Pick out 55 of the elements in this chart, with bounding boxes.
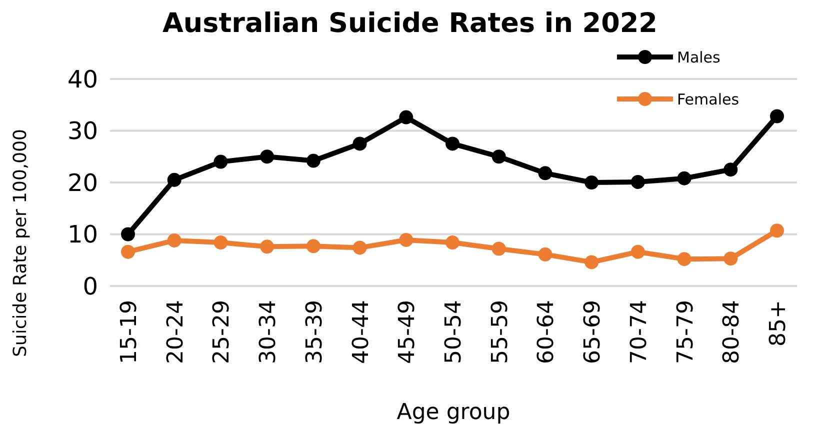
point <box>214 236 228 250</box>
x-tick-label: 45-49 <box>395 300 420 364</box>
point <box>584 255 599 270</box>
point <box>214 154 228 169</box>
chart-title: Australian Suicide Rates in 2022 <box>162 8 658 39</box>
point <box>492 242 506 256</box>
point <box>352 240 367 255</box>
point <box>306 154 320 168</box>
x-tick-label: 20-24 <box>163 300 188 364</box>
x-tick-label: 60-64 <box>534 300 560 364</box>
x-tick-label: 85+ <box>766 300 791 346</box>
point <box>677 252 692 266</box>
point <box>724 162 738 177</box>
point <box>538 166 552 180</box>
x-tick-label: 75-79 <box>673 300 698 364</box>
point <box>677 171 692 186</box>
x-tick-label: 40-44 <box>348 300 374 364</box>
x-tick-label: 30-34 <box>256 300 282 364</box>
y-tick-label: 0 <box>82 272 98 300</box>
x-tick-label: 50-54 <box>442 300 466 364</box>
legend-label: Males <box>677 48 721 66</box>
y-tick-label: 30 <box>67 117 98 146</box>
point <box>446 136 460 151</box>
point <box>630 174 645 189</box>
point <box>630 244 645 259</box>
point <box>167 172 182 187</box>
point <box>770 224 784 238</box>
x-tick-label: 25-29 <box>210 300 235 364</box>
point <box>399 110 414 124</box>
point <box>306 239 320 254</box>
point <box>260 150 274 164</box>
x-tick-label: 35-39 <box>302 300 328 364</box>
point <box>167 233 182 248</box>
y-tick-label: 40 <box>67 65 98 94</box>
x-tick-label: 15-19 <box>117 300 142 364</box>
x-axis-title: Age group <box>396 400 510 425</box>
point <box>492 150 506 164</box>
point <box>121 227 135 242</box>
point <box>260 240 274 254</box>
point <box>584 176 599 190</box>
x-tick-label: 70-74 <box>626 300 652 364</box>
x-tick-label: 55-59 <box>488 300 513 364</box>
point <box>121 244 135 259</box>
point <box>399 232 414 247</box>
legend-label: Females <box>677 90 740 108</box>
point <box>538 247 552 262</box>
x-tick-label: 65-69 <box>580 300 606 364</box>
point <box>352 136 367 151</box>
y-tick-label: 10 <box>67 220 98 249</box>
y-tick-label: 20 <box>67 168 98 197</box>
point <box>724 252 738 266</box>
point <box>446 236 460 250</box>
y-axis-title: Suicide Rate per 100,000 <box>10 128 31 358</box>
point <box>770 109 784 124</box>
x-tick-label: 80-84 <box>720 300 745 364</box>
